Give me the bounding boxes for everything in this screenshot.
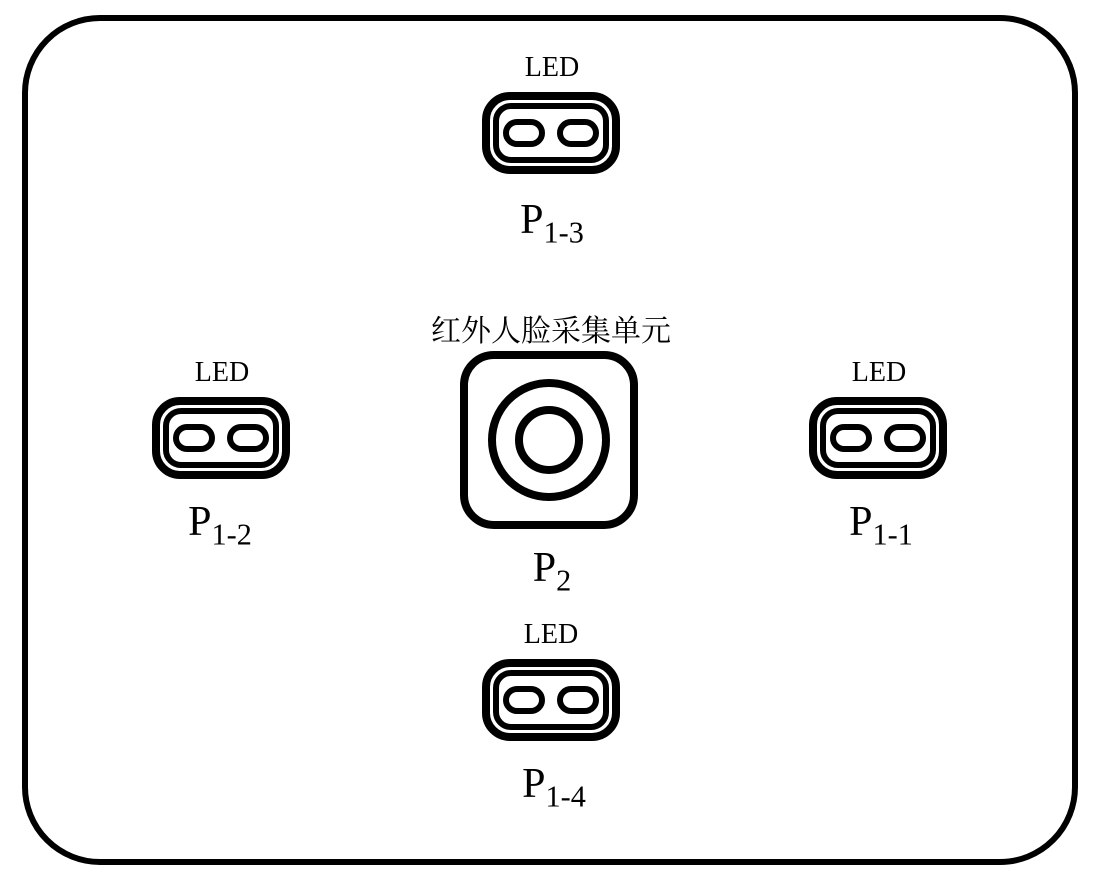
led-p-label-sub-top: 1-3 (544, 215, 584, 249)
led-text-left: LED (195, 357, 249, 389)
led-p-label-left: P1-2 (188, 498, 252, 546)
led-lozenge-left-1 (227, 424, 269, 452)
led-p-label-main-left: P (188, 499, 211, 545)
camera-p-label: P2 (533, 544, 571, 592)
led-lozenge-right-1 (884, 424, 926, 452)
led-lozenge-bottom-0 (503, 686, 545, 714)
led-lozenge-left-0 (173, 424, 215, 452)
camera-p-label-main: P (533, 545, 556, 591)
led-p-label-top: P1-3 (520, 196, 584, 244)
led-lozenge-top-0 (503, 119, 545, 147)
camera-title: 红外人脸采集单元 (431, 306, 671, 350)
led-p-label-main-bottom: P (522, 761, 545, 807)
camera-p-label-sub: 2 (556, 563, 571, 597)
led-p-label-sub-bottom: 1-4 (546, 779, 586, 813)
led-text-top: LED (525, 52, 579, 84)
led-p-label-sub-right: 1-1 (873, 517, 913, 551)
led-p-label-bottom: P1-4 (522, 760, 586, 808)
led-p-label-right: P1-1 (849, 498, 913, 546)
led-text-right: LED (852, 357, 906, 389)
led-text-bottom: LED (524, 619, 578, 651)
led-p-label-main-top: P (520, 197, 543, 243)
led-p-label-sub-left: 1-2 (212, 517, 252, 551)
diagram-stage: 红外人脸采集单元 P2 LEDP1-3LEDP1-2LEDP1-1LEDP1-4 (0, 0, 1100, 883)
led-p-label-main-right: P (849, 499, 872, 545)
camera-lens-inner-ring (515, 406, 583, 474)
led-lozenge-right-0 (830, 424, 872, 452)
led-lozenge-bottom-1 (557, 686, 599, 714)
led-lozenge-top-1 (557, 119, 599, 147)
